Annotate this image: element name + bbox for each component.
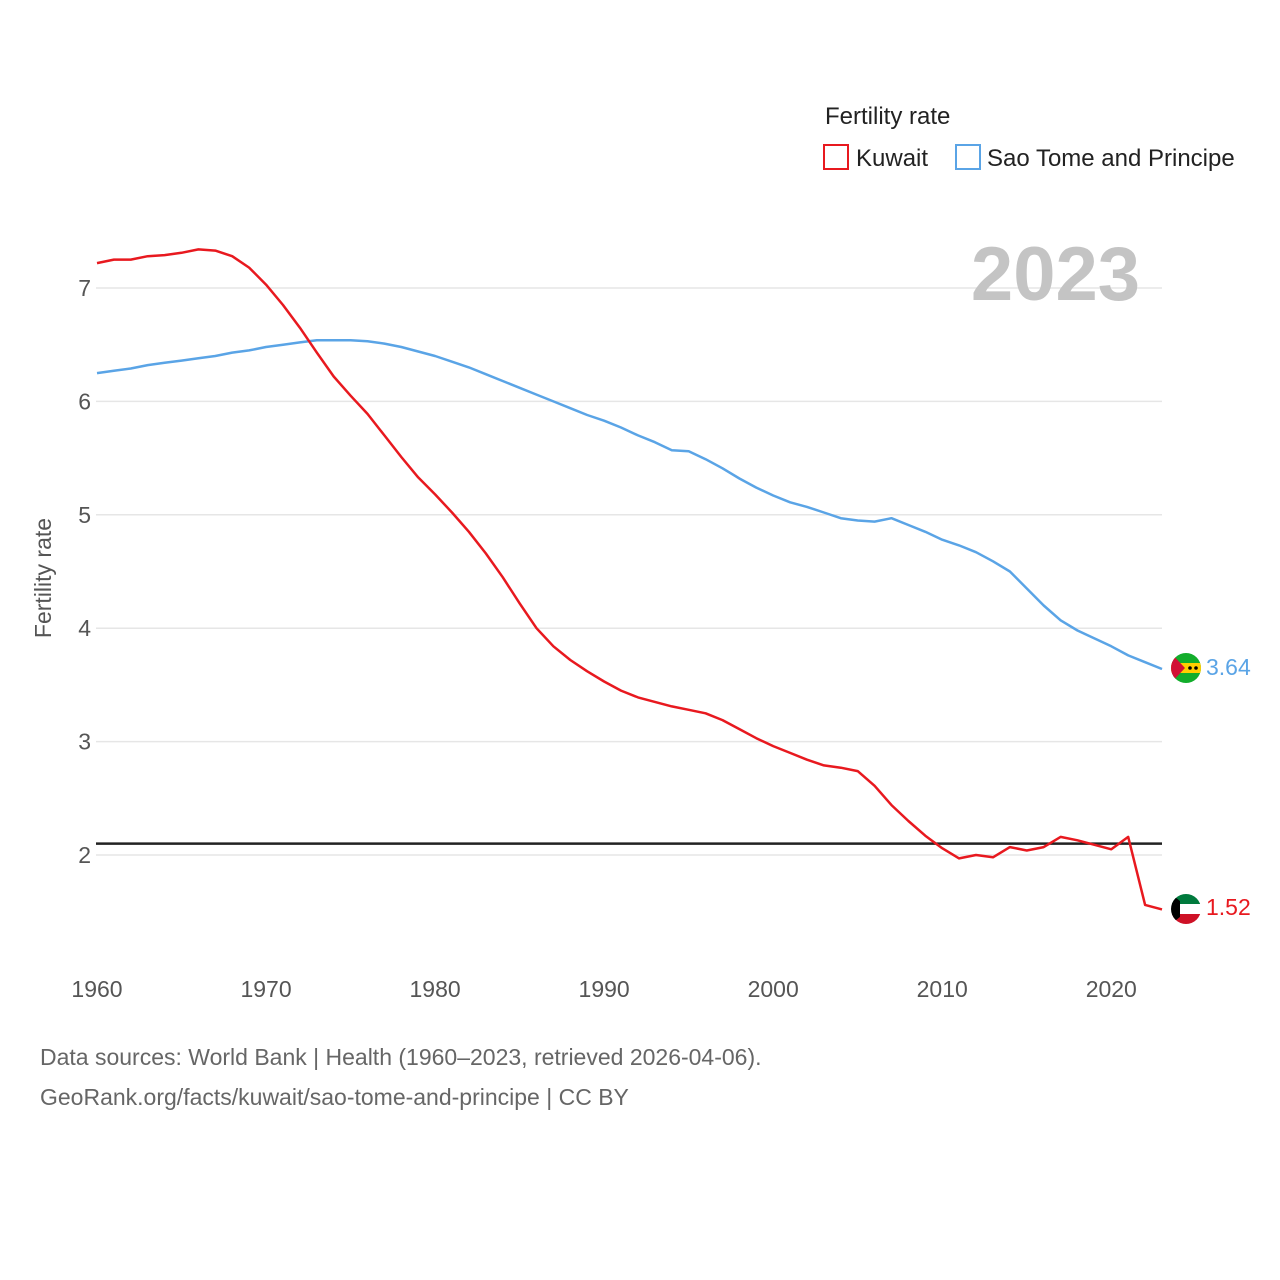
y-tick-label: 3 — [78, 729, 91, 755]
end-value-kuwait: 1.52 — [1206, 894, 1251, 920]
sao-tome-flag-icon — [1171, 653, 1201, 683]
y-tick-label: 4 — [78, 615, 91, 641]
y-axis-ticks: 2 3 4 5 6 7 — [78, 275, 91, 868]
year-label: 2023 — [971, 232, 1140, 317]
fertility-rate-chart: Fertility rate Kuwait Sao Tome and Princ… — [30, 103, 1251, 1002]
x-tick-label: 2010 — [917, 976, 968, 1002]
y-tick-label: 5 — [78, 502, 91, 528]
gridlines — [96, 287, 1162, 856]
footer-link[interactable]: GeoRank.org/facts/kuwait/sao-tome-and-pr… — [40, 1084, 629, 1110]
series-line-kuwait — [96, 248, 1163, 911]
kuwait-flag-icon — [1171, 894, 1201, 924]
y-tick-label: 6 — [78, 388, 91, 414]
legend-label-kuwait: Kuwait — [856, 145, 928, 172]
x-tick-label: 2020 — [1086, 976, 1137, 1002]
legend-swatch-sao-tome — [955, 144, 981, 170]
legend-item-kuwait[interactable]: Kuwait — [823, 144, 928, 172]
end-value-sao-tome: 3.64 — [1206, 654, 1251, 680]
legend-item-sao-tome[interactable]: Sao Tome and Principe — [955, 144, 1235, 172]
legend-title: Fertility rate — [825, 103, 950, 130]
x-axis-ticks: 1960 1970 1980 1990 2000 2010 2020 — [71, 976, 1136, 1002]
y-tick-label: 2 — [78, 842, 91, 868]
footer-sources: Data sources: World Bank | Health (1960–… — [40, 1044, 762, 1070]
y-axis-title: Fertility rate — [30, 518, 56, 638]
series-line-sao-tome — [96, 338, 1163, 671]
x-tick-label: 1990 — [579, 976, 630, 1002]
x-tick-label: 1970 — [240, 976, 291, 1002]
x-tick-label: 2000 — [748, 976, 799, 1002]
x-tick-label: 1960 — [71, 976, 122, 1002]
y-tick-label: 7 — [78, 275, 91, 301]
x-tick-label: 1980 — [410, 976, 461, 1002]
legend-swatch-kuwait — [823, 144, 849, 170]
legend-label-sao-tome: Sao Tome and Principe — [987, 145, 1235, 172]
